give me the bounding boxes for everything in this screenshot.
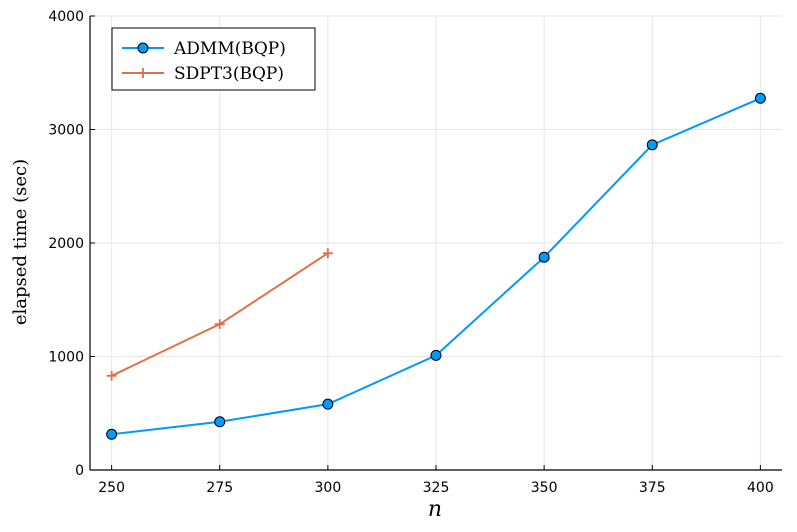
x-tick-label: 325 — [423, 480, 450, 496]
x-tick-label: 275 — [206, 480, 233, 496]
y-axis-label: elapsed time (sec) — [10, 159, 31, 325]
x-tick-labels: 250 275 300 325 350 375 400 — [98, 480, 773, 496]
series-1-point — [430, 349, 442, 361]
series-1-point — [214, 416, 226, 428]
series-2-point — [214, 319, 225, 330]
axes — [89, 15, 782, 471]
series-1-point — [322, 398, 334, 410]
series-1-point — [754, 92, 766, 104]
x-tick-label: 300 — [315, 480, 342, 496]
legend: ADMM(BQP) SDPT3(BQP) — [111, 27, 316, 91]
y-tick-label: 4000 — [48, 9, 84, 25]
y-tick-label: 2000 — [48, 236, 84, 252]
y-tick-label: 3000 — [48, 123, 84, 139]
series-1-point — [538, 251, 550, 263]
x-tick-label: 250 — [98, 480, 125, 496]
y-tick-label: 0 — [75, 463, 84, 479]
legend-series-2-label: SDPT3(BQP) — [174, 64, 284, 84]
legend-series-1-marker — [137, 42, 149, 54]
series-1-point — [106, 428, 118, 440]
series-2-point — [322, 248, 333, 259]
x-tick-label: 400 — [747, 480, 774, 496]
x-tick-label: 350 — [531, 480, 558, 496]
y-tick-labels: 0 1000 2000 3000 4000 — [48, 9, 84, 479]
legend-box — [111, 27, 316, 91]
series-1-point — [646, 139, 658, 151]
plot-area — [106, 92, 766, 440]
series-2-point — [106, 370, 117, 381]
legend-series-1-label: ADMM(BQP) — [173, 39, 286, 59]
x-tick-label: 375 — [639, 480, 666, 496]
legend-series-2-marker — [138, 68, 148, 78]
x-axis-label: n — [428, 497, 442, 522]
y-tick-label: 1000 — [48, 350, 84, 366]
